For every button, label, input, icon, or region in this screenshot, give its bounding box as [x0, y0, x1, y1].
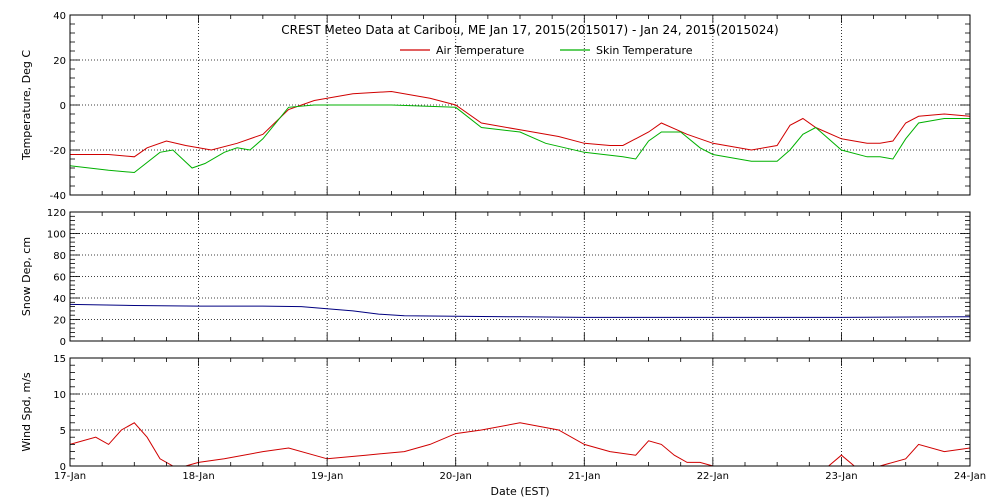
x-tick-label: 24-Jan — [954, 471, 986, 482]
chart-title: CREST Meteo Data at Caribou, ME Jan 17, … — [281, 23, 778, 37]
x-tick-label: 19-Jan — [311, 471, 343, 482]
x-tick-label: 17-Jan — [54, 471, 86, 482]
y-axis-label: Snow Dep, cm — [20, 237, 33, 316]
y-tick-label: 80 — [53, 251, 66, 262]
x-tick-label: 18-Jan — [182, 471, 214, 482]
y-axis-label: Wind Spd, m/s — [20, 372, 33, 452]
y-tick-label: 60 — [53, 273, 66, 284]
y-tick-label: 0 — [60, 337, 66, 348]
y-tick-label: 20 — [53, 56, 66, 67]
series-line — [70, 90, 971, 158]
legend: Air Temperature Skin Temperature — [400, 44, 693, 57]
y-tick-label: 15 — [53, 354, 66, 365]
y-tick-label: 10 — [53, 390, 66, 401]
y-tick-label: 0 — [60, 462, 66, 473]
frame-layer — [69, 14, 971, 467]
grid-layer — [70, 15, 970, 466]
y-tick-label: 100 — [47, 230, 66, 241]
panel-frame — [69, 357, 971, 467]
y-tick-label: -20 — [50, 146, 66, 157]
y-tick-label: 40 — [53, 294, 66, 305]
series-line — [69, 303, 971, 318]
y-tick-label: 20 — [53, 316, 66, 327]
y-tick-label: 5 — [60, 426, 66, 437]
text-layer: CREST Meteo Data at Caribou, ME Jan 17, … — [20, 11, 986, 498]
legend-label: Air Temperature — [436, 44, 525, 57]
series-line — [69, 104, 970, 174]
x-axis-label: Date (EST) — [490, 485, 549, 498]
x-tick-label: 21-Jan — [568, 471, 600, 482]
series-layer — [69, 90, 971, 467]
x-tick-label: 23-Jan — [825, 471, 857, 482]
x-tick-label: 22-Jan — [697, 471, 729, 482]
y-tick-label: -40 — [50, 191, 66, 202]
y-tick-label: 120 — [47, 208, 66, 219]
y-tick-label: 40 — [53, 11, 66, 22]
series-line — [69, 422, 971, 467]
legend-label: Skin Temperature — [596, 44, 693, 57]
y-tick-label: 0 — [60, 101, 66, 112]
y-axis-label: Temperature, Deg C — [20, 50, 33, 161]
x-tick-label: 20-Jan — [440, 471, 472, 482]
